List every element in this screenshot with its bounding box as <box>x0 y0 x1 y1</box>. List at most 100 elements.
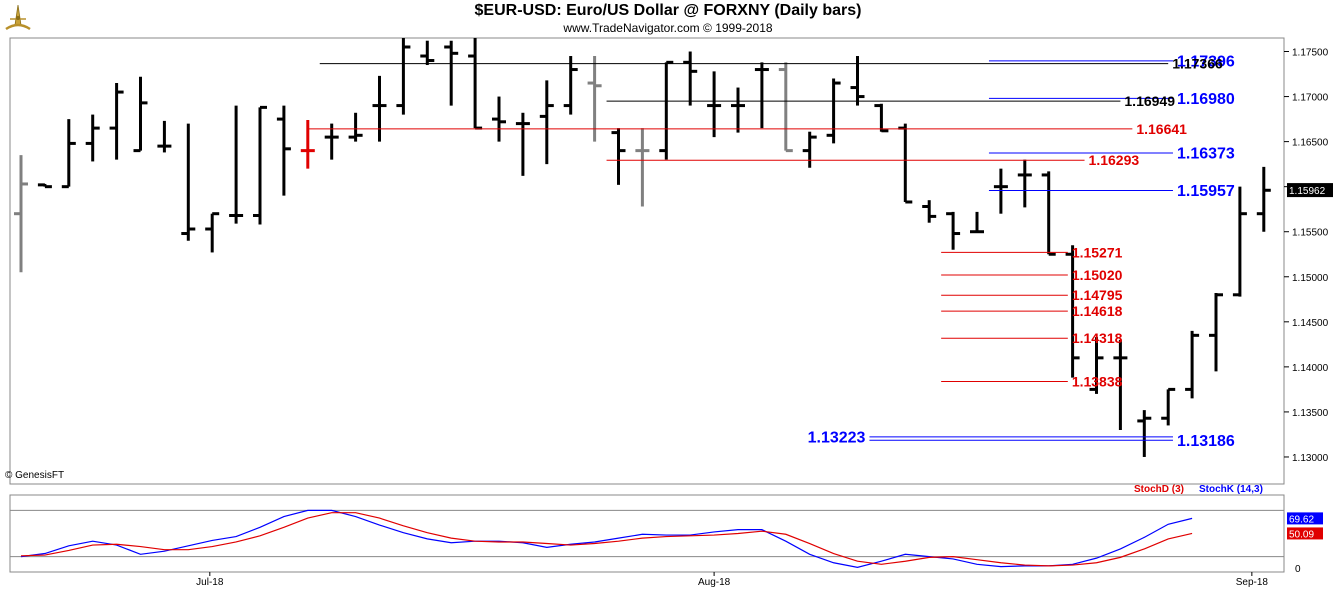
ohlc-bar <box>707 71 722 138</box>
price-tick-label: 1.14000 <box>1292 363 1329 374</box>
ohlc-bar <box>922 200 937 223</box>
last-price-bg <box>1287 183 1333 198</box>
level-label: 1.13838 <box>1072 373 1123 389</box>
level-label: 1.15020 <box>1072 267 1123 283</box>
ohlc-bar <box>946 211 961 250</box>
ohlc-bar <box>348 112 363 142</box>
price-tick-label: 1.17000 <box>1292 93 1329 104</box>
level-label: 1.14618 <box>1072 303 1123 319</box>
price-tick-label: 1.15500 <box>1292 228 1329 239</box>
ohlc-bar <box>300 119 315 169</box>
ohlc-bar <box>468 38 483 130</box>
ohlc-bar <box>276 105 291 196</box>
stoch-series-line <box>20 509 1193 568</box>
ohlc-bar <box>898 123 913 204</box>
level-label: 1.15957 <box>1177 183 1235 200</box>
price-axis: 1.175001.170001.165001.160001.155001.150… <box>1284 48 1329 464</box>
ohlc-bar <box>802 131 817 168</box>
ohlc-bar <box>1209 292 1223 372</box>
price-tick-label: 1.17500 <box>1292 48 1329 59</box>
ohlc-bar <box>993 168 1008 214</box>
ohlc-bar <box>444 40 459 106</box>
chart-frame <box>9 37 1285 573</box>
ohlc-bar <box>205 212 220 253</box>
date-axis: Jul-18 Aug-18 Sep-18 <box>196 572 1268 588</box>
level-label: 1.13223 <box>808 429 866 446</box>
date-tick-label: Aug-18 <box>698 577 731 588</box>
ohlc-bar <box>14 155 28 273</box>
watermark: © GenesisFT <box>5 470 64 481</box>
level-label: 1.16641 <box>1136 121 1187 137</box>
ohlc-bar <box>1185 330 1200 399</box>
ohlc-bar <box>420 40 435 66</box>
stochk-value-bg <box>1287 512 1323 525</box>
ohlc-bar <box>37 183 52 189</box>
ohlc-bar <box>61 119 76 189</box>
ohlc-bar <box>133 76 148 153</box>
price-panel-border <box>9 37 1285 485</box>
level-label: 1.16980 <box>1177 91 1235 108</box>
ohlc-bar <box>970 211 984 234</box>
ohlc-bar <box>396 38 411 115</box>
date-tick-label: Jul-18 <box>196 577 224 588</box>
ohlc-bar <box>515 112 530 176</box>
stoch-series-line <box>20 512 1193 567</box>
ohlc-bar <box>731 87 745 133</box>
level-label: 1.16293 <box>1089 152 1140 168</box>
ohlc-bar <box>492 96 506 142</box>
price-bars <box>14 38 1271 457</box>
level-label: 1.17366 <box>1172 55 1223 71</box>
stochd-value-bg <box>1287 527 1323 540</box>
ohlc-bar <box>539 80 554 165</box>
price-tick-label: 1.15000 <box>1292 273 1329 284</box>
price-tick-label: 1.13500 <box>1292 408 1329 419</box>
ohlc-bar <box>587 56 602 142</box>
last-price-box: 1.15962 <box>1287 183 1333 198</box>
ohlc-bar <box>874 103 889 133</box>
level-label: 1.13186 <box>1177 433 1235 450</box>
ohlc-bar <box>324 123 339 160</box>
ohlc-bar <box>850 56 865 106</box>
ohlc-bar <box>1137 410 1152 457</box>
ohlc-bar <box>563 56 578 115</box>
price-tick-label: 1.14500 <box>1292 318 1329 329</box>
ohlc-bar <box>754 62 769 129</box>
ohlc-bar <box>85 114 100 162</box>
ohlc-bar <box>1113 339 1128 430</box>
stoch-panel-border <box>9 494 1285 573</box>
ohlc-bar <box>372 75 387 142</box>
level-label: 1.17396 <box>1177 53 1235 70</box>
ohlc-bar <box>1065 245 1080 378</box>
ohlc-bar <box>253 105 267 225</box>
price-tick-label: 1.13000 <box>1292 453 1329 464</box>
ohlc-bar <box>611 128 626 185</box>
level-label: 1.15271 <box>1072 244 1123 260</box>
chart-title: $EUR-USD: Euro/US Dollar @ FORXNY (Daily… <box>474 2 862 19</box>
ohlc-bar <box>1256 166 1271 232</box>
ohlc-bar <box>157 120 172 153</box>
last-price-label: 1.15962 <box>1289 186 1326 197</box>
ohlc-bar <box>1161 387 1176 426</box>
stoch-zero-label: 0 <box>1295 564 1301 575</box>
stochd-value: 50.09 <box>1289 529 1314 540</box>
ohlc-bar <box>635 128 650 207</box>
ohlc-bar <box>1232 186 1247 297</box>
legend-stochk: StochK (14,3) <box>1199 484 1263 495</box>
ohlc-bar <box>683 51 698 106</box>
level-label: 1.14795 <box>1072 287 1123 303</box>
ohlc-bar <box>1041 171 1056 256</box>
legend-stochd: StochD (3) <box>1134 484 1184 495</box>
ohlc-bar <box>1017 159 1032 208</box>
compass-logo-icon <box>5 4 31 31</box>
ohlc-bar <box>181 123 196 241</box>
ohlc-bar <box>1089 337 1104 394</box>
price-tick-label: 1.16500 <box>1292 138 1329 149</box>
ohlc-bar <box>229 105 244 224</box>
level-label: 1.14318 <box>1072 330 1123 346</box>
ohlc-bar <box>659 60 674 160</box>
ohlc-bar <box>778 62 793 153</box>
chart-subtitle: www.TradeNavigator.com © 1999-2018 <box>563 21 773 35</box>
stochastic-panel: StochD (3) StochK (14,3) 69.62 50.09 0 <box>10 484 1323 575</box>
